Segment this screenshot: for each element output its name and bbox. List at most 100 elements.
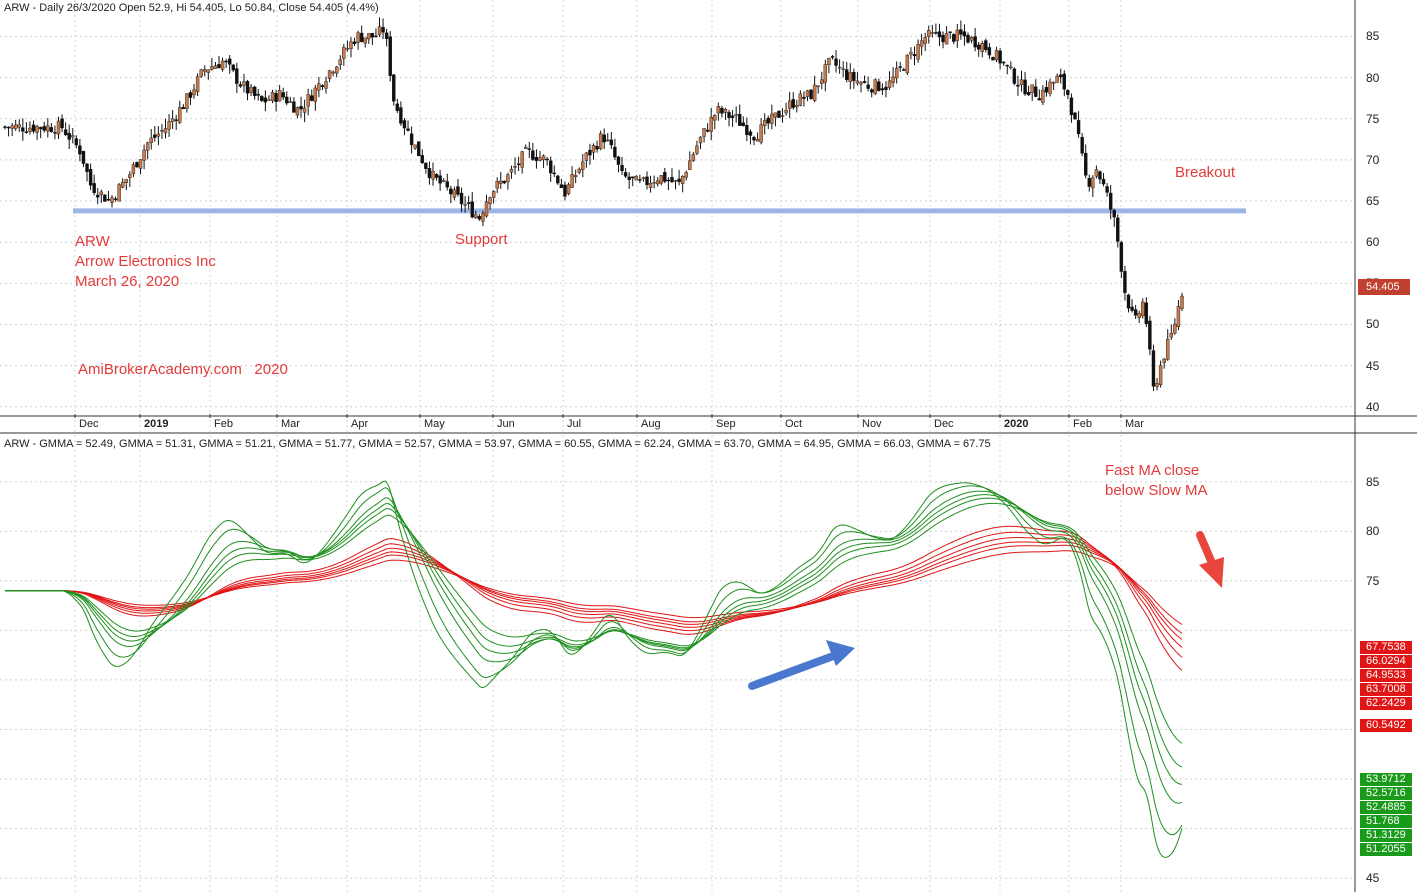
candle-body bbox=[252, 86, 257, 97]
candle-body bbox=[1151, 350, 1156, 387]
candle-body bbox=[299, 106, 303, 110]
candle-body bbox=[691, 154, 696, 161]
candle-body bbox=[163, 128, 168, 134]
candle-body bbox=[1059, 74, 1063, 78]
x-tick-label: Dec bbox=[934, 418, 954, 430]
candle-body bbox=[417, 141, 421, 157]
candle-body bbox=[181, 107, 186, 110]
candle-body bbox=[880, 88, 885, 91]
candle-body bbox=[780, 115, 785, 117]
candle-body bbox=[713, 114, 717, 121]
candle-body bbox=[659, 175, 663, 184]
candle-body bbox=[103, 194, 107, 202]
x-tick-label: Feb bbox=[1073, 418, 1092, 430]
candle-body bbox=[85, 163, 89, 172]
candle-body bbox=[720, 107, 724, 114]
candle-body bbox=[274, 93, 278, 102]
candle-body bbox=[620, 164, 624, 171]
candle-body bbox=[859, 82, 863, 85]
candle-body bbox=[217, 64, 221, 69]
candle-body bbox=[766, 117, 770, 124]
candle-body bbox=[884, 86, 888, 90]
fast-ma-line bbox=[5, 485, 1183, 836]
candle-body bbox=[520, 151, 524, 168]
candle-body bbox=[63, 129, 68, 136]
candle-body bbox=[866, 84, 870, 89]
candle-body bbox=[1005, 64, 1009, 67]
top-panel-header: ARW - Daily 26/3/2020 Open 52.9, Hi 54.4… bbox=[4, 2, 379, 14]
candle-body bbox=[602, 134, 606, 143]
candle-body bbox=[977, 44, 981, 50]
candle-body bbox=[345, 48, 350, 50]
candle-body bbox=[1094, 169, 1099, 177]
candle-body bbox=[549, 160, 553, 174]
candle-body bbox=[1062, 73, 1067, 90]
candle-body bbox=[1023, 79, 1027, 95]
x-tick-label: Dec bbox=[79, 418, 99, 430]
candle-body bbox=[980, 43, 984, 52]
candle-body bbox=[156, 133, 161, 137]
fast-ma-value-tag: 51.2055 bbox=[1360, 843, 1412, 856]
candle-body bbox=[524, 146, 528, 149]
symbol-label: ARW bbox=[75, 233, 110, 250]
candle-body bbox=[81, 150, 86, 164]
candle-body bbox=[987, 47, 992, 56]
candle-body bbox=[930, 32, 935, 34]
candle-body bbox=[24, 131, 29, 133]
candle-body bbox=[541, 155, 546, 161]
candle-body bbox=[848, 72, 852, 82]
last-price-tag: 54.405 bbox=[1358, 279, 1410, 295]
candle-body bbox=[591, 145, 596, 153]
candle-body bbox=[67, 132, 71, 140]
candle-body bbox=[1144, 302, 1149, 324]
candle-body bbox=[409, 133, 414, 146]
candle-body bbox=[966, 34, 970, 43]
candle-body bbox=[509, 168, 514, 173]
candle-body bbox=[827, 57, 831, 65]
candle-body bbox=[688, 160, 692, 170]
candle-body bbox=[292, 101, 296, 113]
slow-ma-line bbox=[5, 550, 1183, 625]
fast-ma-value-tag: 52.4885 bbox=[1360, 801, 1412, 814]
candle-body bbox=[1166, 338, 1170, 360]
candle-body bbox=[916, 44, 920, 60]
candle-body bbox=[923, 37, 927, 44]
candle-body bbox=[887, 80, 892, 88]
x-tick-label: Aug bbox=[641, 418, 661, 430]
company-label: Arrow Electronics Inc bbox=[75, 253, 216, 270]
candle-body bbox=[698, 136, 703, 144]
y-tick-label: 45 bbox=[1366, 358, 1380, 373]
candle-body bbox=[1119, 242, 1124, 272]
candle-body bbox=[595, 146, 599, 150]
candle-body bbox=[684, 172, 688, 178]
candle-body bbox=[149, 137, 153, 144]
y-tick-label: 45 bbox=[1366, 871, 1380, 886]
candle-body bbox=[973, 36, 977, 48]
candle-body bbox=[677, 178, 681, 183]
candle-body bbox=[463, 203, 467, 206]
candle-body bbox=[770, 113, 774, 124]
candle-body bbox=[495, 181, 499, 189]
candle-body bbox=[3, 126, 7, 128]
candle-body bbox=[256, 94, 260, 96]
candle-body bbox=[349, 41, 353, 50]
candle-body bbox=[631, 176, 635, 179]
slow-ma-line bbox=[5, 525, 1183, 671]
candle-body bbox=[352, 41, 357, 45]
candle-body bbox=[1019, 79, 1024, 85]
candle-body bbox=[1026, 92, 1031, 96]
y-tick-label: 65 bbox=[1366, 194, 1380, 209]
fast-ma-value-tag: 53.9712 bbox=[1360, 773, 1412, 786]
candle-body bbox=[563, 184, 567, 197]
candle-body bbox=[809, 89, 813, 100]
candle-body bbox=[203, 69, 207, 72]
candle-body bbox=[559, 184, 564, 189]
candle-body bbox=[306, 94, 310, 107]
candle-body bbox=[317, 83, 321, 91]
candle-body bbox=[1051, 81, 1056, 84]
candle-body bbox=[723, 109, 728, 113]
candle-body bbox=[1001, 61, 1006, 64]
candle-body bbox=[837, 66, 842, 69]
candle-body bbox=[877, 81, 881, 92]
